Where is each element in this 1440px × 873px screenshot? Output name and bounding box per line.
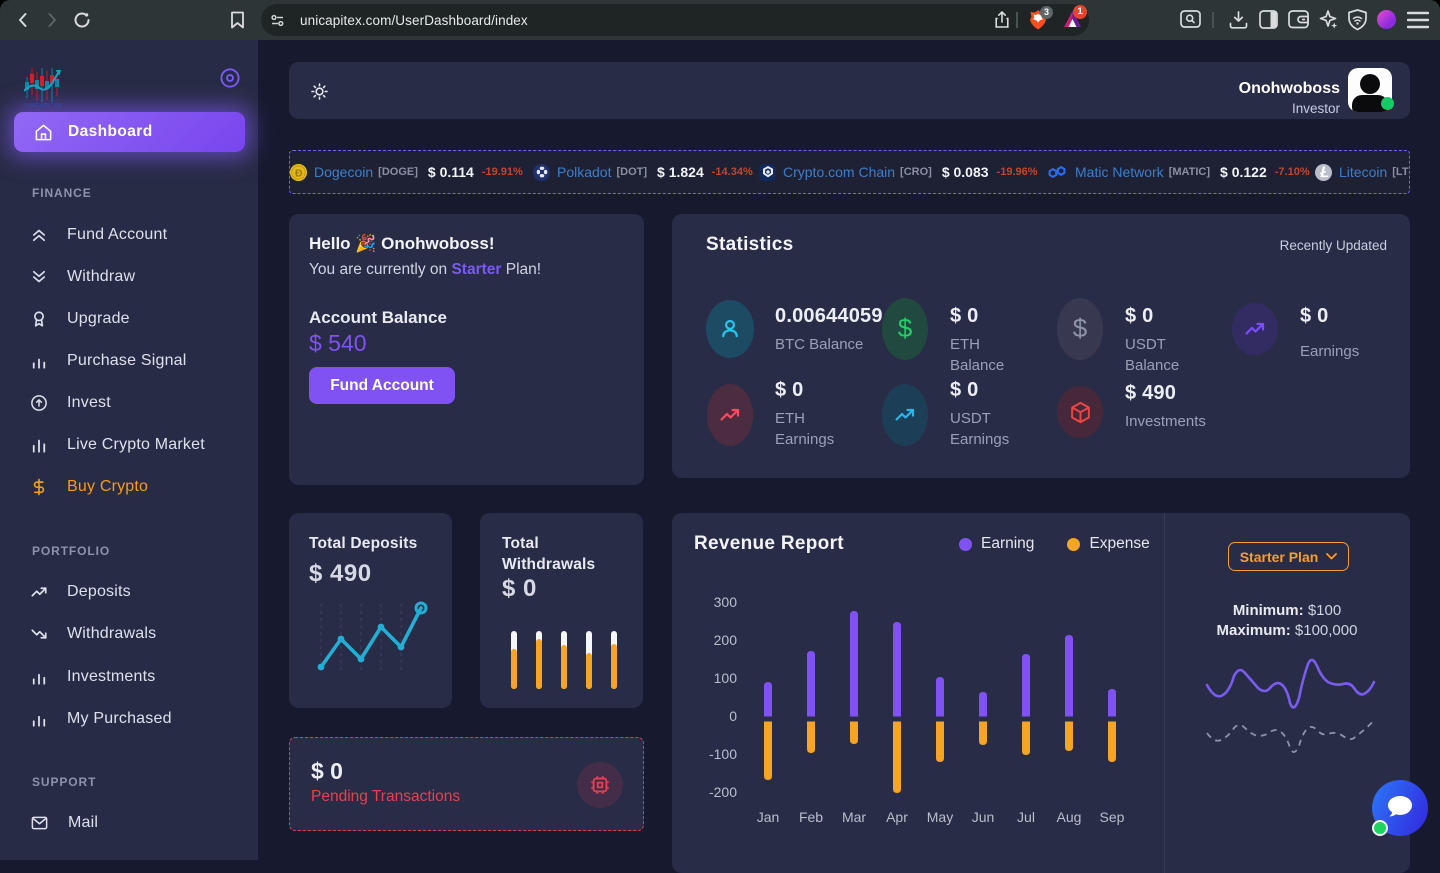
svg-text:100: 100 xyxy=(714,670,738,686)
svg-text:Apr: Apr xyxy=(886,809,908,825)
svg-text:Aug: Aug xyxy=(1057,809,1082,825)
svg-text:300: 300 xyxy=(714,594,738,610)
svg-text:UNICAPITEX: UNICAPITEX xyxy=(25,103,62,109)
svg-text:May: May xyxy=(927,809,953,825)
svg-text:200: 200 xyxy=(714,632,738,648)
svg-text:Feb: Feb xyxy=(799,809,823,825)
svg-text:-200: -200 xyxy=(709,784,737,800)
svg-text:Mar: Mar xyxy=(842,809,866,825)
svg-text:$: $ xyxy=(1073,313,1088,343)
svg-text:$: $ xyxy=(898,313,913,343)
svg-text:Jun: Jun xyxy=(972,809,995,825)
svg-text:Sep: Sep xyxy=(1100,809,1125,825)
svg-text:0: 0 xyxy=(729,708,737,724)
svg-text:Jul: Jul xyxy=(1017,809,1035,825)
svg-text:Jan: Jan xyxy=(757,809,780,825)
svg-text:-100: -100 xyxy=(709,746,737,762)
svg-text:Đ: Đ xyxy=(295,167,303,179)
